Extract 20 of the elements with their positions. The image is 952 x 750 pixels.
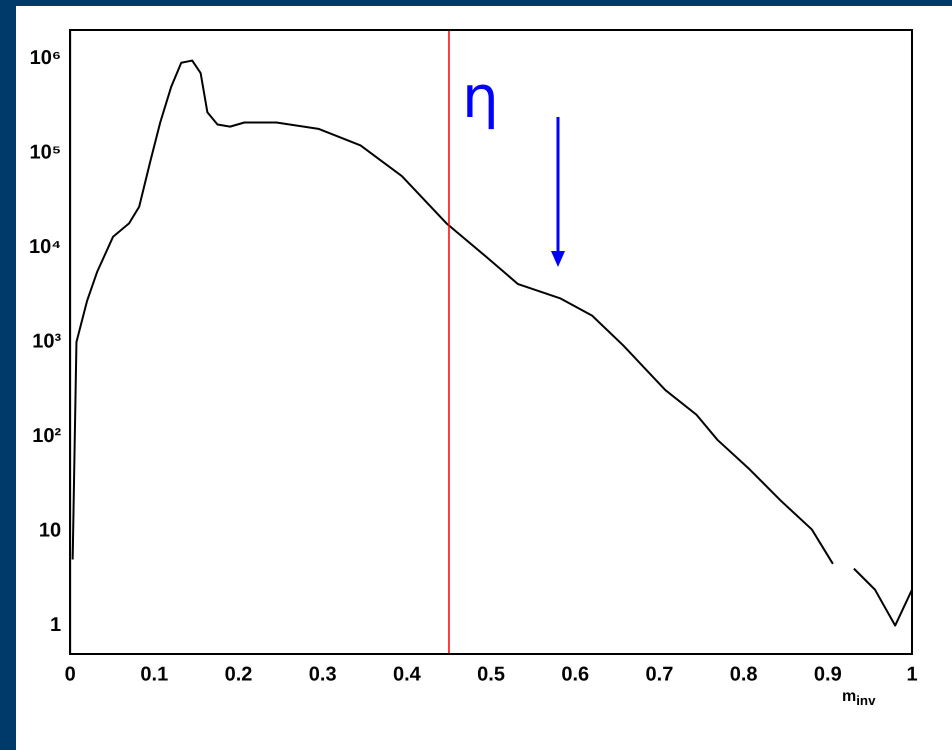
x-tick-label: 0.5 (477, 664, 505, 686)
y-tick-label: 10⁵ (30, 141, 62, 164)
y-tick-label: 10² (32, 425, 62, 448)
x-tick-label: 0.1 (140, 664, 168, 686)
x-axis-title: m$_{inv}$ (842, 688, 876, 708)
x-tick-label: 0.7 (646, 664, 674, 686)
y-tick-label: 10 (38, 520, 62, 542)
y-tick-label: 10⁶ (30, 46, 62, 69)
x-tick-label: 0.4 (392, 664, 422, 686)
y-tick-label: 10³ (32, 330, 62, 353)
y-tick-label: 10⁴ (29, 236, 62, 258)
y-tick-label: 1 (50, 614, 62, 636)
x-tick-label: 1 (906, 664, 918, 686)
x-tick-label: 0.3 (308, 664, 337, 686)
annotation: η (462, 63, 499, 132)
x-tick-label: 0.8 (730, 664, 758, 686)
x-tick-label: 0 (64, 664, 76, 686)
x-tick-label: 0.6 (561, 664, 590, 686)
x-tick-label: 0.9 (814, 664, 842, 686)
x-tick-label: 0.2 (224, 664, 252, 686)
